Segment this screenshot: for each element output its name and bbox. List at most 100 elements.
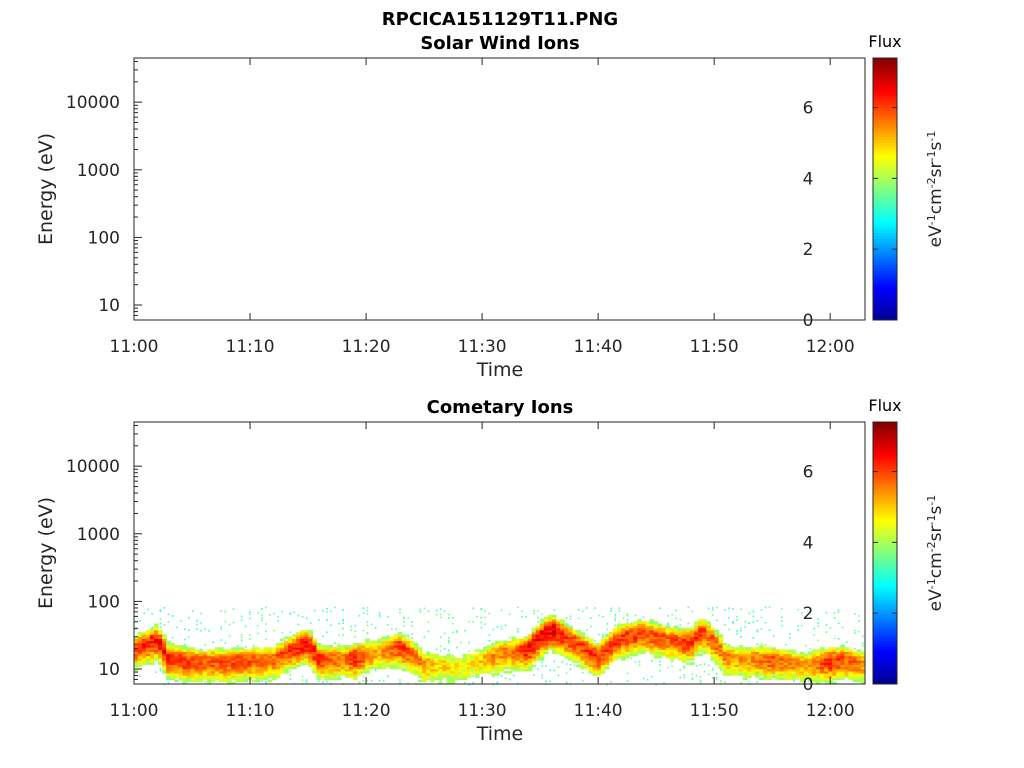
colorbar-segment [873,436,897,440]
colorbar-segment [873,681,897,685]
heat-cell [606,628,608,631]
heat-cell [500,625,503,628]
heat-cell [403,625,405,627]
heat-cell [775,664,781,668]
heat-cell [828,666,833,670]
heat-cell [220,628,223,631]
heat-cell [637,636,642,639]
heat-cell [340,658,346,661]
heat-cell [625,625,630,629]
heat-cell [312,666,318,670]
heat-cell [803,662,809,665]
heat-cell [468,641,470,644]
heat-cell [755,668,760,672]
heat-cell [259,668,265,672]
heat-cell [572,649,577,652]
heat-cell [545,665,548,667]
heat-cell [158,636,163,639]
heat-cell [775,671,781,674]
heat-cell [815,681,821,685]
heat-cell [328,660,334,663]
heat-cell [491,668,496,672]
heat-cell [840,671,845,674]
heat-cell [779,655,785,659]
heat-cell [799,660,805,663]
heat-cell [482,655,488,659]
heat-cell [730,662,736,665]
heat-cell [608,634,614,637]
heat-cell [198,660,204,663]
heat-cell [742,666,748,670]
heat-cell [133,638,139,642]
heat-cell [694,623,699,627]
heat-cell [852,666,858,670]
heat-cell [756,643,759,646]
heat-cell [255,649,261,652]
heat-cell [531,660,537,663]
heat-cell [312,668,318,672]
heat-cell [279,671,285,674]
heat-cell [279,638,285,642]
colorbar-segment [873,646,897,650]
heat-cell [584,645,590,648]
heat-cell [296,647,301,650]
colorbar-segment [873,92,897,97]
heat-cell [348,671,354,674]
heat-cell [348,666,354,670]
heat-cell [738,668,744,672]
heat-cell [543,632,549,635]
heat-cell [405,668,411,672]
heat-cell [259,671,265,674]
heat-cell [836,662,841,665]
heat-cell [202,662,208,665]
heat-cell [832,647,837,650]
heat-cell [645,649,651,652]
heat-cell [519,640,525,644]
heat-cell [340,671,346,674]
heat-cell [614,614,617,616]
heat-cell [742,675,748,678]
heat-cell [145,642,151,646]
heat-cell [783,660,789,663]
heat-cell [568,647,573,650]
heat-cell [182,681,188,685]
heat-cell [698,623,703,627]
heat-cell [366,609,369,612]
heat-cell [434,660,439,663]
heat-cell [527,664,533,668]
heat-cell [239,668,244,672]
heat-cell [145,632,151,635]
heat-cell [324,655,330,659]
heat-cell [378,615,381,618]
heat-cell [683,666,686,669]
heat-cell [149,649,155,652]
heat-cell [841,626,844,629]
heat-cell [495,645,500,648]
heat-cell [600,645,606,648]
colorbar-segment [873,75,897,79]
heat-cell [694,632,699,635]
heat-cell [659,607,661,609]
heat-cell [588,651,594,655]
heat-cell [730,660,736,663]
heat-cell [499,662,504,665]
heat-cell [612,645,618,648]
heat-cell [824,660,829,663]
heat-cell [401,658,407,661]
heat-cell [373,658,378,661]
heat-cell [537,616,539,619]
heat-cell [244,625,247,628]
heat-cell [580,664,586,668]
heat-cell [309,622,312,624]
heat-cell [149,653,155,657]
heat-cell [539,632,545,635]
heat-cell [807,677,813,681]
heat-cell [837,609,840,611]
heat-cell [734,653,740,657]
heat-cell [588,640,594,644]
heat-cell [549,680,552,683]
heat-cell [422,673,427,676]
heat-cell [232,608,235,610]
heat-cell [625,623,630,627]
heat-cell [336,651,342,655]
